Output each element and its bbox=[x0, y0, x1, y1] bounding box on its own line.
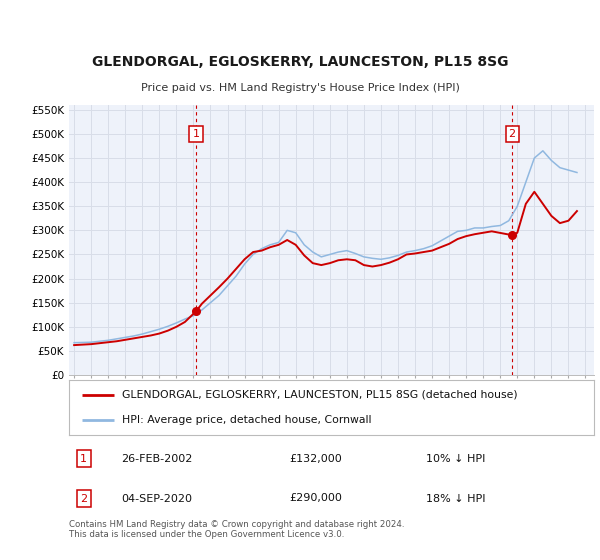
Text: Price paid vs. HM Land Registry's House Price Index (HPI): Price paid vs. HM Land Registry's House … bbox=[140, 83, 460, 93]
Text: 26-FEB-2002: 26-FEB-2002 bbox=[121, 454, 193, 464]
Text: 10% ↓ HPI: 10% ↓ HPI bbox=[426, 454, 485, 464]
Text: £132,000: £132,000 bbox=[290, 454, 342, 464]
Text: HPI: Average price, detached house, Cornwall: HPI: Average price, detached house, Corn… bbox=[121, 415, 371, 425]
Text: GLENDORGAL, EGLOSKERRY, LAUNCESTON, PL15 8SG: GLENDORGAL, EGLOSKERRY, LAUNCESTON, PL15… bbox=[92, 54, 508, 68]
Text: 2: 2 bbox=[509, 129, 516, 139]
Text: GLENDORGAL, EGLOSKERRY, LAUNCESTON, PL15 8SG (detached house): GLENDORGAL, EGLOSKERRY, LAUNCESTON, PL15… bbox=[121, 390, 517, 400]
Text: £290,000: £290,000 bbox=[290, 493, 343, 503]
Text: Contains HM Land Registry data © Crown copyright and database right 2024.
This d: Contains HM Land Registry data © Crown c… bbox=[69, 520, 404, 539]
Text: 1: 1 bbox=[193, 129, 199, 139]
Text: 1: 1 bbox=[80, 454, 87, 464]
Text: 18% ↓ HPI: 18% ↓ HPI bbox=[426, 493, 485, 503]
Text: 04-SEP-2020: 04-SEP-2020 bbox=[121, 493, 193, 503]
Text: 2: 2 bbox=[80, 493, 87, 503]
